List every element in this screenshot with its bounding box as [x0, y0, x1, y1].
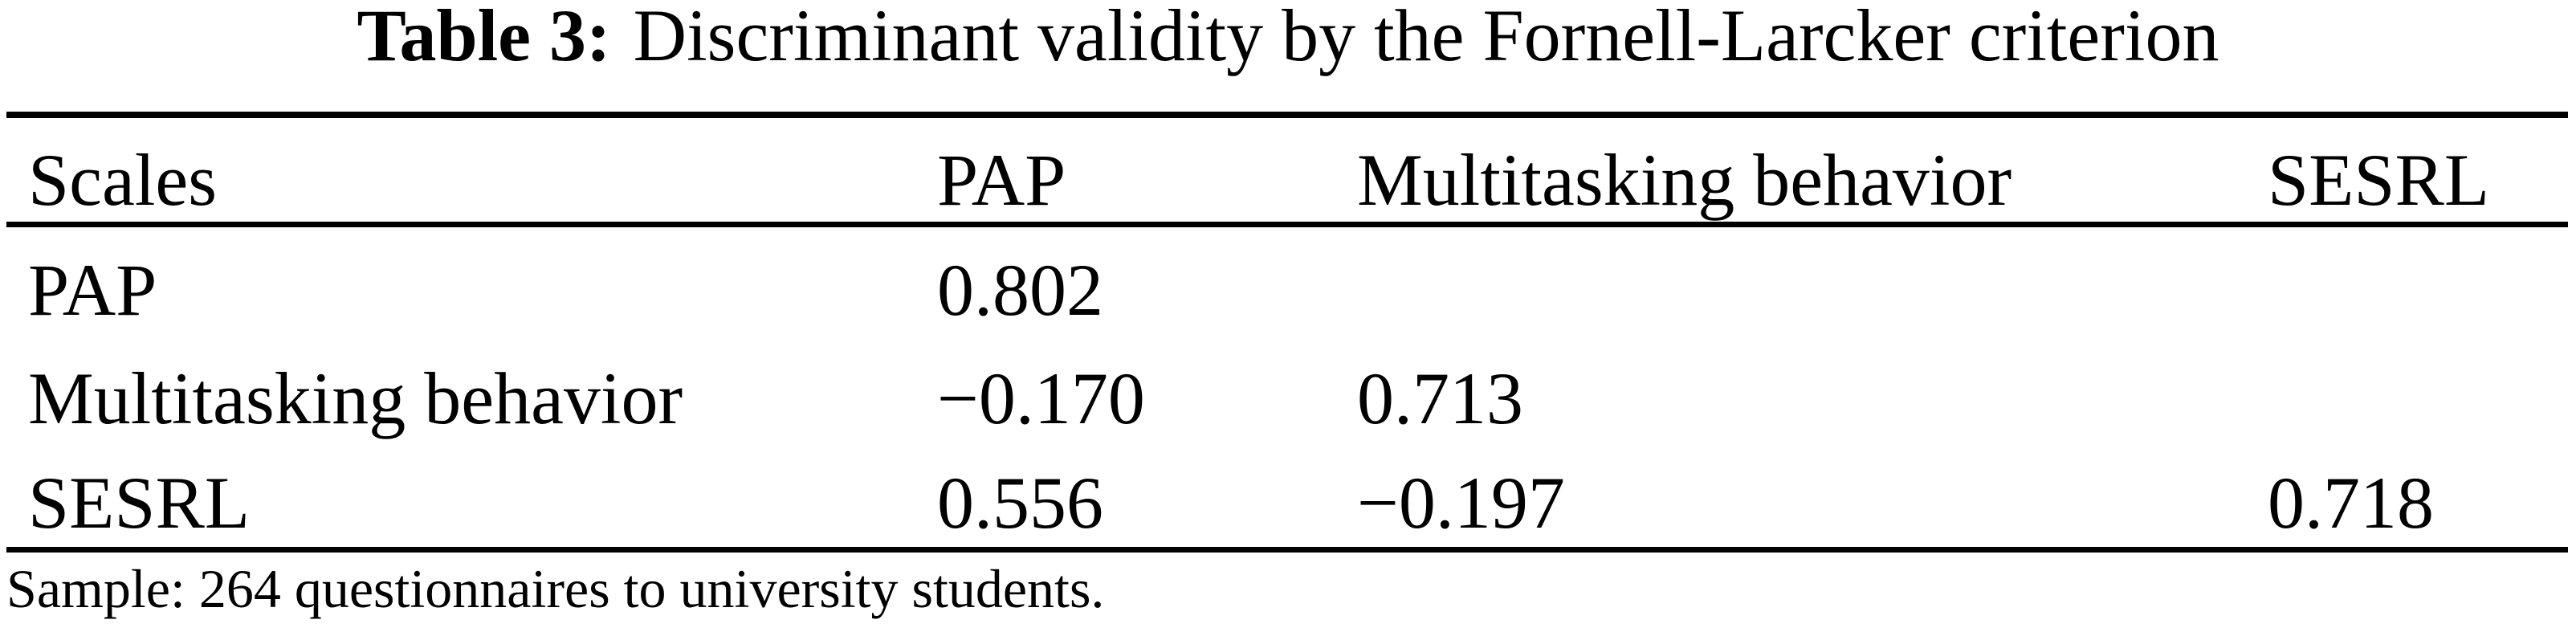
- table-cell: 0.802: [937, 249, 1103, 331]
- top-rule: [6, 112, 2568, 118]
- table-row-sesrl: SESRL 0.556 −0.197 0.718: [0, 466, 2576, 554]
- table-cell: 0.556: [937, 462, 1103, 544]
- bottom-rule: [6, 547, 2568, 553]
- row-label: SESRL: [28, 462, 251, 544]
- table-number-label: Table 3:: [357, 0, 611, 76]
- row-label: Multitasking behavior: [28, 357, 683, 439]
- header-separator-rule: [6, 222, 2568, 227]
- table-header-row: Scales PAP Multitasking behavior SESRL: [0, 143, 2576, 231]
- column-header-sesrl: SESRL: [2268, 139, 2490, 221]
- table-cell: −0.170: [937, 357, 1145, 439]
- row-label: PAP: [28, 249, 157, 331]
- table-row-multitasking-behavior: Multitasking behavior −0.170 0.713: [0, 361, 2576, 450]
- column-header-pap: PAP: [937, 139, 1066, 221]
- column-header-scales: Scales: [28, 139, 218, 221]
- sample-footnote: Sample: 264 questionnaires to university…: [6, 558, 1105, 619]
- table-row-pap: PAP 0.802: [0, 253, 2576, 341]
- table-caption: Table 3: Discriminant validity by the For…: [0, 0, 2576, 72]
- table-cell: −0.197: [1357, 462, 1565, 544]
- column-header-multitasking-behavior: Multitasking behavior: [1357, 139, 2012, 221]
- table-cell: 0.718: [2268, 462, 2434, 544]
- table-caption-text: Discriminant validity by the Fornell-Lar…: [633, 0, 2219, 76]
- table-cell: 0.713: [1357, 357, 1523, 439]
